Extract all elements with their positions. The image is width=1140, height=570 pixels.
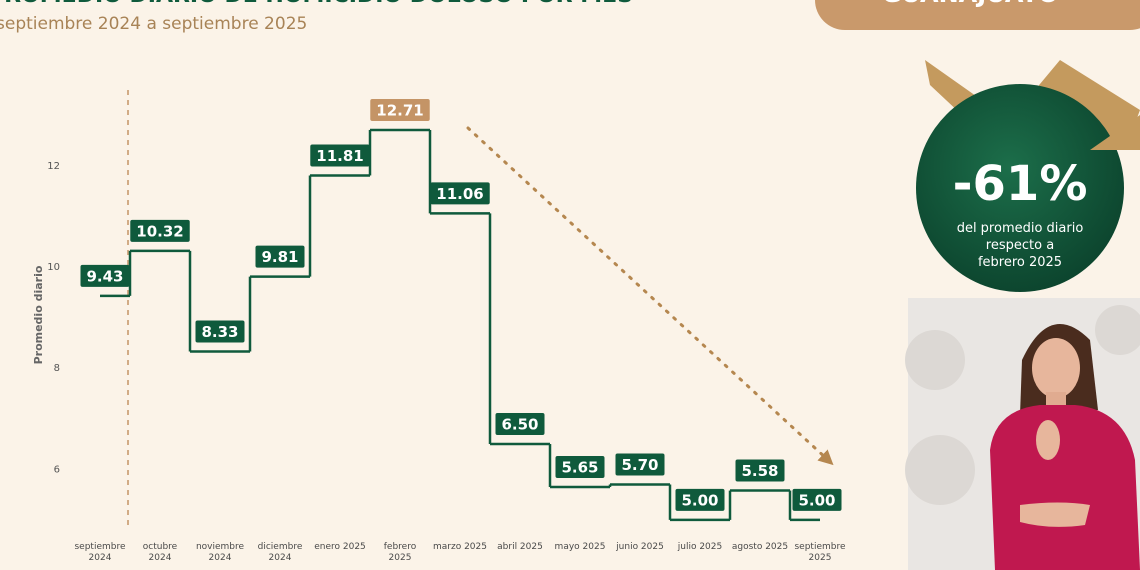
x-tick-label: enero 2025 [314,542,366,552]
x-tick-label: junio 2025 [616,542,664,552]
value-label-bg [495,413,545,436]
callout-line: del promedio diario [957,221,1084,236]
y-tick-label: 10 [47,262,60,273]
callout-headline: -61% [953,156,1088,212]
value-label: 12.71 [376,101,423,119]
callout-circle [916,84,1124,292]
callout-line: febrero 2025 [978,255,1062,270]
x-tick-label: diciembre 2024 [257,542,303,563]
value-label-bg [370,98,430,121]
value-label: 5.00 [798,491,835,509]
value-label: 9.81 [261,248,298,266]
y-tick-label: 12 [47,161,60,172]
x-tick-label: septiembre 2024 [74,542,126,563]
value-label: 5.70 [621,456,658,474]
value-label-bg [430,182,490,205]
interpreter-video [905,298,1140,570]
value-label-bg [130,219,190,242]
y-axis-label: Promedio diario [32,265,45,364]
arrow-head [1090,115,1140,150]
x-tick-label: febrero 2025 [383,542,417,563]
x-tick-label: agosto 2025 [731,542,789,552]
value-label-bg [555,456,605,479]
badge: GUANAJUATO [882,0,1059,8]
chart-title: PROMEDIO DIARIO DE HOMICIDIO DOLOSO POR … [0,0,633,8]
value-label: 9.43 [86,267,123,285]
value-label: 11.06 [436,185,483,203]
chart-subtitle: septiembre 2024 a septiembre 2025 [0,14,307,34]
value-label: 8.33 [201,323,238,341]
value-label-bg [255,245,305,268]
value-label-bg [615,453,665,476]
badge-bg [815,0,1140,30]
value-label-bg [735,459,785,482]
y-tick-label: 8 [54,363,60,374]
value-label-bg [310,144,370,167]
value-label-bg [675,488,725,511]
value-label: 5.58 [741,462,778,480]
x-tick-label: mayo 2025 [554,542,606,552]
y-tick-label: 6 [54,464,60,475]
x-tick-label: julio 2025 [677,542,723,552]
x-tick-label: octubre 2024 [142,542,178,563]
value-label-bg [80,264,130,287]
x-tick-label: abril 2025 [497,542,543,552]
value-label: 5.00 [681,491,718,509]
trend-arrow [466,126,834,466]
value-label: 10.32 [136,222,183,240]
value-label-bg [195,320,245,343]
value-label-bg [792,488,842,511]
callout-line: respecto a [986,238,1054,253]
value-label: 5.65 [561,459,598,477]
x-tick-label: septiembre 2025 [794,542,846,563]
value-label: 11.81 [316,147,363,165]
x-tick-label: marzo 2025 [433,542,487,552]
x-tick-label: noviembre 2024 [195,542,245,563]
value-label: 6.50 [501,416,538,434]
